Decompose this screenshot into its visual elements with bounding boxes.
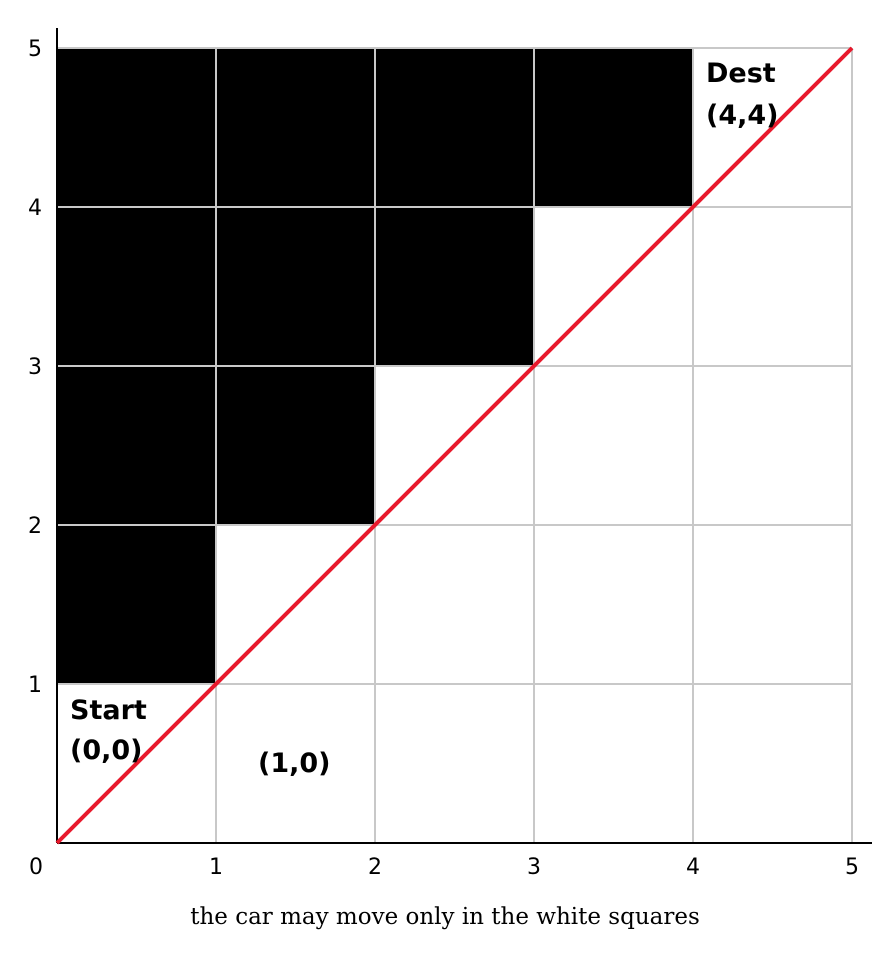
- y-tick-label: 2: [28, 514, 42, 539]
- grid-lines: [57, 47, 853, 843]
- destination-coordinate-label: (4,4): [706, 100, 779, 131]
- blocked-cell: [216, 207, 375, 366]
- blocked-cell: [375, 207, 534, 366]
- destination-label: Dest: [706, 58, 776, 89]
- grid-cells: [57, 48, 693, 684]
- x-tick-label: 1: [209, 855, 223, 880]
- blocked-cell: [375, 48, 534, 207]
- blocked-cell: [57, 525, 216, 684]
- x-tick-label: 0: [29, 855, 43, 880]
- blocked-cell: [216, 366, 375, 525]
- blocked-cell: [57, 48, 216, 207]
- x-tick-label: 5: [845, 855, 859, 880]
- diagram-caption: the car may move only in the white squar…: [190, 904, 700, 930]
- axes: [56, 28, 872, 844]
- start-label: Start: [70, 695, 147, 726]
- start-coordinate-label: (0,0): [70, 735, 143, 766]
- x-tick-label: 3: [527, 855, 541, 880]
- blocked-cell: [57, 366, 216, 525]
- blocked-cell: [216, 48, 375, 207]
- y-tick-label: 5: [28, 37, 42, 62]
- cell-1-0-label: (1,0): [258, 748, 331, 779]
- tick-labels: 0 1 2 3 4 5 1 2 3 4 5: [28, 37, 859, 880]
- x-tick-label: 4: [686, 855, 700, 880]
- y-tick-label: 4: [28, 196, 42, 221]
- x-tick-label: 2: [368, 855, 382, 880]
- blocked-cell: [57, 207, 216, 366]
- blocked-cell: [534, 48, 693, 207]
- y-tick-label: 3: [28, 355, 42, 380]
- y-tick-label: 1: [28, 673, 42, 698]
- diagonal-path-line: [55, 46, 854, 845]
